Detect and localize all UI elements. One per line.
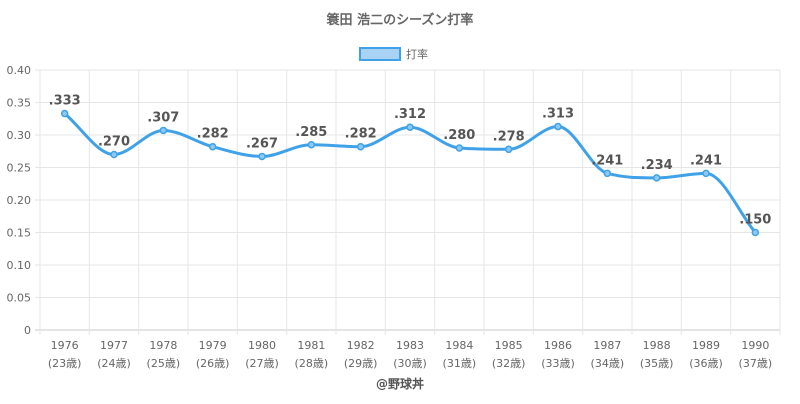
data-point bbox=[307, 141, 316, 149]
x-tick-label: 1976 bbox=[51, 339, 79, 352]
x-tick-sublabel: (33歳) bbox=[541, 357, 575, 370]
x-tick-sublabel: (34歳) bbox=[591, 357, 625, 370]
legend-label: 打率 bbox=[406, 47, 428, 61]
data-label: .312 bbox=[394, 107, 426, 122]
data-point bbox=[110, 150, 118, 159]
data-label: .333 bbox=[49, 94, 81, 109]
y-tick-label: 0.25 bbox=[7, 162, 32, 175]
x-tick-label: 1983 bbox=[396, 339, 424, 352]
data-point bbox=[60, 109, 69, 118]
data-point bbox=[455, 144, 464, 152]
x-tick-label: 1982 bbox=[347, 339, 375, 352]
x-tick-label: 1977 bbox=[100, 339, 128, 352]
x-tick-sublabel: (29歳) bbox=[344, 357, 378, 370]
data-points bbox=[60, 109, 760, 237]
data-label: .285 bbox=[295, 125, 327, 140]
data-point bbox=[751, 228, 760, 237]
x-tick-sublabel: (35歳) bbox=[640, 357, 674, 370]
data-label: .267 bbox=[246, 136, 278, 151]
x-tick-sublabel: (31歳) bbox=[443, 357, 477, 370]
data-point bbox=[208, 142, 217, 151]
data-label: .241 bbox=[690, 153, 722, 168]
data-labels: .333 .270 .307 .282 .267 .285 .282 .312 .280 .278… bbox=[49, 94, 772, 228]
data-point bbox=[258, 152, 266, 161]
x-tick-label: 1978 bbox=[149, 339, 177, 352]
x-tick-sublabel: (36歳) bbox=[689, 357, 723, 370]
data-point bbox=[603, 169, 612, 178]
data-label: .282 bbox=[345, 127, 377, 142]
data-label: .282 bbox=[197, 127, 229, 142]
x-tick-label: 1979 bbox=[199, 339, 227, 352]
x-tick-sublabel: (28歳) bbox=[295, 357, 329, 370]
grid bbox=[35, 69, 781, 335]
data-label: .234 bbox=[641, 158, 673, 173]
x-tick-label: 1990 bbox=[741, 339, 769, 352]
y-tick-label: 0.30 bbox=[7, 129, 32, 142]
y-tick-label: 0.20 bbox=[7, 194, 32, 207]
data-point bbox=[554, 122, 562, 131]
data-point bbox=[702, 169, 710, 178]
x-tick-sublabel: (24歳) bbox=[97, 357, 131, 370]
x-tick-sublabel: (32歳) bbox=[492, 357, 526, 370]
data-point bbox=[356, 142, 365, 151]
x-axis-ticks: 1976 (23歳) 1977 (24歳) 1978 (25歳) 1979 (26歳) 1980… bbox=[48, 339, 772, 370]
x-tick-label: 1985 bbox=[495, 339, 523, 352]
x-tick-label: 1988 bbox=[643, 339, 671, 352]
chart-title: 簑田 浩二のシーズン打率 bbox=[326, 12, 474, 28]
x-tick-label: 1984 bbox=[445, 339, 473, 352]
data-label: .280 bbox=[443, 128, 475, 143]
x-tick-sublabel: (26歳) bbox=[196, 357, 230, 370]
x-tick-sublabel: (27歳) bbox=[245, 357, 279, 370]
y-tick-label: 0.15 bbox=[7, 227, 32, 240]
y-tick-label: 0.05 bbox=[7, 292, 32, 305]
x-tick-sublabel: (23歳) bbox=[48, 357, 82, 370]
x-tick-label: 1989 bbox=[692, 339, 720, 352]
data-label: .307 bbox=[147, 110, 179, 125]
x-tick-label: 1986 bbox=[544, 339, 572, 352]
y-tick-label: 0.35 bbox=[7, 97, 32, 110]
x-tick-sublabel: (37歳) bbox=[739, 357, 773, 370]
x-tick-label: 1981 bbox=[297, 339, 325, 352]
x-tick-sublabel: (30歳) bbox=[393, 357, 427, 370]
legend-swatch bbox=[359, 47, 401, 61]
data-point bbox=[159, 126, 168, 135]
y-tick-label: 0 bbox=[24, 324, 31, 337]
series-line bbox=[63, 112, 757, 234]
data-label: .150 bbox=[739, 213, 771, 228]
data-point bbox=[406, 123, 414, 131]
data-point bbox=[504, 145, 513, 154]
data-label: .313 bbox=[542, 107, 574, 122]
x-tick-sublabel: (25歳) bbox=[147, 357, 181, 370]
y-tick-label: 0.40 bbox=[7, 64, 32, 77]
y-axis-ticks: 0 0.05 0.10 0.15 0.20 0.25 0.30 0.35 0.40 bbox=[7, 64, 32, 337]
legend[interactable]: 打率 bbox=[359, 47, 428, 61]
y-tick-label: 0.10 bbox=[7, 259, 32, 272]
data-label: .278 bbox=[493, 129, 525, 144]
watermark: @野球丼 bbox=[376, 376, 424, 391]
data-label: .270 bbox=[98, 135, 130, 150]
x-tick-label: 1987 bbox=[593, 339, 621, 352]
data-label: .241 bbox=[591, 153, 623, 168]
x-tick-label: 1980 bbox=[248, 339, 276, 352]
data-point bbox=[652, 174, 661, 182]
